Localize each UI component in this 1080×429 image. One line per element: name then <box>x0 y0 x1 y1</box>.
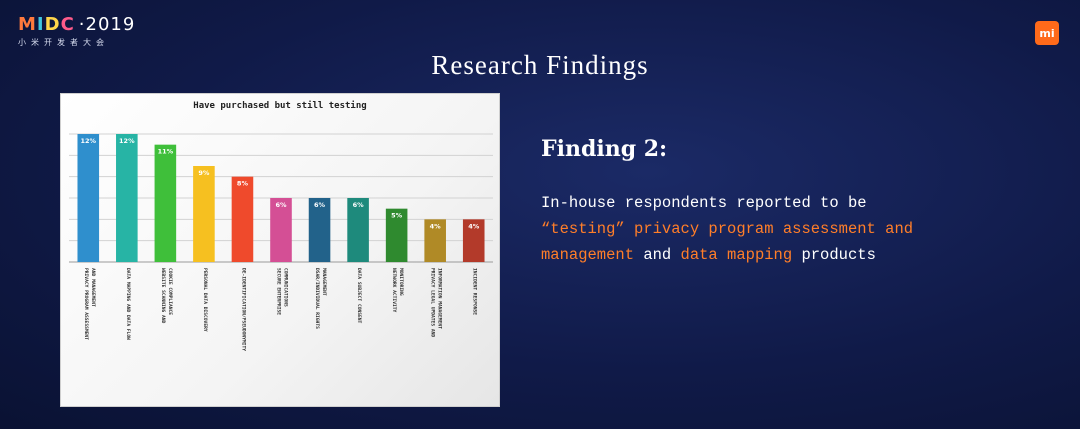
category-label: SECURE ENTERPRISE COMMUNICATIONS <box>276 268 289 315</box>
bar-value-label: 9% <box>198 169 210 177</box>
bar-value-label: 6% <box>314 201 326 209</box>
bar <box>270 198 292 262</box>
category-label: NETWORK ACTIVITY MONITORING <box>391 268 404 312</box>
highlight-data-mapping: data mapping <box>680 246 793 264</box>
page-title: Research Findings <box>431 50 649 80</box>
finding-title: Finding 2: <box>541 136 668 162</box>
category-label: DATA SUBJECT CONSENT <box>356 268 362 324</box>
bar-value-label: 12% <box>119 137 135 145</box>
bar-value-label: 6% <box>275 201 287 209</box>
bar <box>116 134 138 262</box>
chart-title: Have purchased but still testing <box>193 100 366 111</box>
bar <box>231 176 254 262</box>
bar <box>77 134 100 262</box>
finding-body: In-house respondents reported to be “tes… <box>541 190 961 268</box>
bar-value-label: 12% <box>80 137 96 145</box>
category-label: DE-IDENTIFICATION/PSEUDONYMITY <box>240 268 246 351</box>
bar-value-label: 4% <box>430 222 442 230</box>
category-label: WEBSITE SCANNING AND COOKIE COMPLIANCE <box>160 268 173 324</box>
bar <box>347 198 369 262</box>
bar <box>385 208 408 262</box>
bar-value-label: 8% <box>237 180 249 188</box>
category-label: PERSONAL DATA DISCOVERY <box>202 268 208 332</box>
bar <box>193 166 215 262</box>
highlight-management: management <box>541 246 635 264</box>
bar <box>424 219 446 262</box>
bar-chart: Have purchased but still testing 12% 12% 1… <box>69 100 493 351</box>
finding-tail: products <box>792 246 876 264</box>
bar-value-label: 4% <box>468 222 480 230</box>
bar <box>462 219 485 262</box>
bar <box>308 198 331 262</box>
category-label: INCIDENT RESPONSE <box>472 268 478 315</box>
logo-wordmark: MIDC ·2019 <box>18 14 136 35</box>
category-label: DATA MAPPING AND DATA FLOW <box>125 268 131 340</box>
finding-line-1: In-house respondents reported to be <box>541 194 867 212</box>
bar-value-label: 11% <box>158 148 174 156</box>
mi-logo-icon: mi <box>1035 21 1059 45</box>
bar-value-label: 5% <box>391 212 403 220</box>
chart-card: Have purchased but still testing 12% 12% 1… <box>60 93 500 407</box>
category-label: PRIVACY LEGAL UPDATES AND INFORMATION MAN… <box>430 268 443 337</box>
logo-subtitle: 小米开发者大会 <box>18 38 109 47</box>
highlight-testing: “testing” privacy program assessment and <box>541 220 914 238</box>
finding-connector: and <box>634 246 681 264</box>
bar <box>154 144 177 262</box>
midc-logo: MIDC ·2019 小米开发者大会 <box>18 16 135 48</box>
bar-value-label: 6% <box>353 201 365 209</box>
category-label: DSAR/INDIVIDUAL RIGHTS MANAGEMENT <box>314 268 327 329</box>
category-label: PRIVACY PROGRAM ASSESSMENT AND MANAGEMENT <box>83 268 96 340</box>
